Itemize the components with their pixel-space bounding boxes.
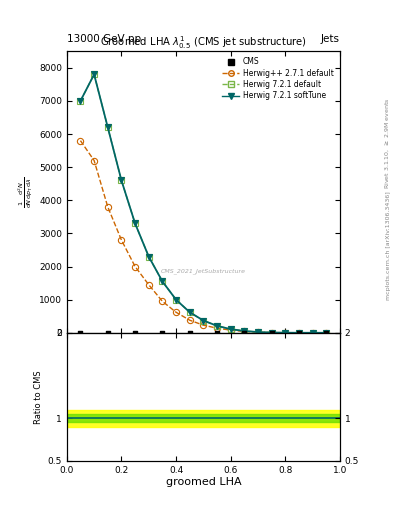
Point [268,329,275,337]
Point [159,329,165,337]
Point [105,329,111,337]
Text: 13000 GeV pp: 13000 GeV pp [67,33,141,44]
X-axis label: groomed LHA: groomed LHA [165,477,241,487]
Point [323,329,329,337]
Point [296,329,302,337]
Text: Jets: Jets [321,33,340,44]
Point [214,329,220,337]
Text: CMS_2021_JetSubstructure: CMS_2021_JetSubstructure [161,268,246,274]
Text: Rivet 3.1.10, $\geq$ 2.9M events: Rivet 3.1.10, $\geq$ 2.9M events [384,98,391,189]
Y-axis label: Ratio to CMS: Ratio to CMS [35,370,43,423]
Point [77,329,84,337]
Point [241,329,248,337]
Bar [67,410,340,426]
Title: Groomed LHA $\lambda^{1}_{0.5}$ (CMS jet substructure): Groomed LHA $\lambda^{1}_{0.5}$ (CMS jet… [100,34,307,51]
Text: mcplots.cern.ch [arXiv:1306.3436]: mcplots.cern.ch [arXiv:1306.3436] [386,191,391,300]
Point [187,329,193,337]
Bar [67,414,340,422]
Y-axis label: $\frac{1}{\mathrm{d}N} \frac{\mathrm{d}^2 N}{\mathrm{d}p_\mathrm{T}\, \mathrm{d}: $\frac{1}{\mathrm{d}N} \frac{\mathrm{d}^… [17,176,35,208]
Point [132,329,138,337]
Legend: CMS, Herwig++ 2.7.1 default, Herwig 7.2.1 default, Herwig 7.2.1 softTune: CMS, Herwig++ 2.7.1 default, Herwig 7.2.… [220,55,336,102]
